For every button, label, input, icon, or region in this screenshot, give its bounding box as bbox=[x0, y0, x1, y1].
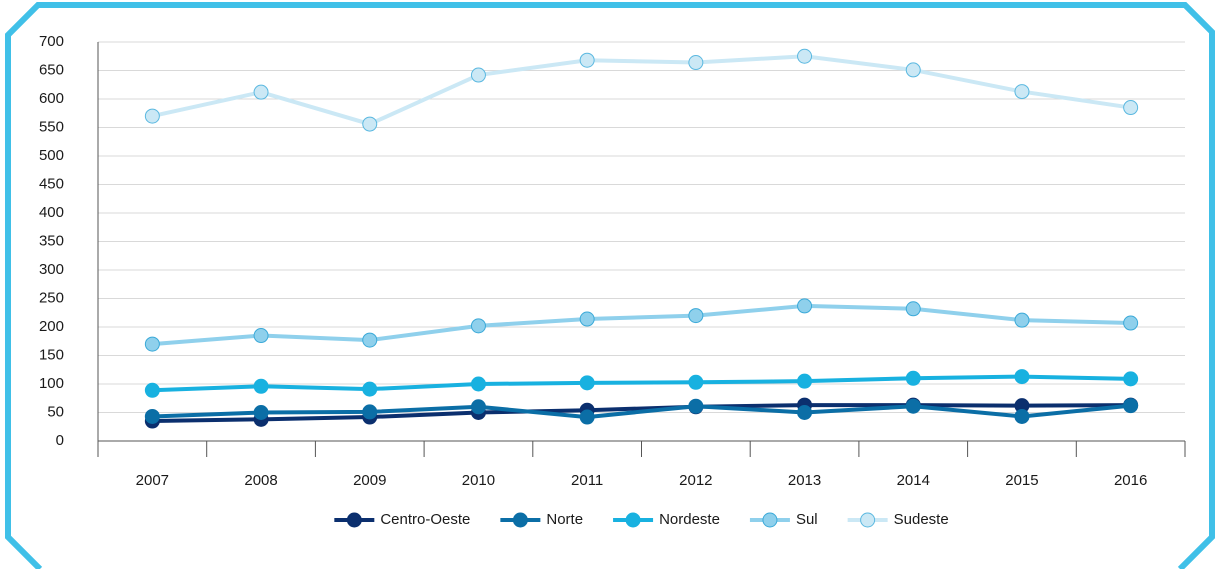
point bbox=[579, 311, 595, 327]
point bbox=[1123, 371, 1139, 387]
legend-marker bbox=[512, 512, 528, 528]
y-tick-label: 500 bbox=[39, 147, 64, 164]
y-tick-label: 450 bbox=[39, 175, 64, 192]
legend-label: Sudeste bbox=[894, 511, 949, 528]
series-line bbox=[151, 54, 1131, 127]
point bbox=[579, 409, 595, 425]
y-tick-label: 50 bbox=[47, 403, 64, 420]
legend-label: Norte bbox=[546, 511, 583, 528]
x-tick-label: 2008 bbox=[244, 472, 277, 489]
y-tick-label: 400 bbox=[39, 204, 64, 221]
y-tick-label: 0 bbox=[56, 432, 64, 449]
point bbox=[688, 398, 704, 414]
y-tick-label: 250 bbox=[39, 289, 64, 306]
point bbox=[470, 67, 486, 83]
legend-marker bbox=[860, 512, 876, 528]
y-tick-label: 300 bbox=[39, 261, 64, 278]
point bbox=[1123, 398, 1139, 414]
x-tick-label: 2016 bbox=[1114, 472, 1147, 489]
legend: Centro-Oeste Norte Nordeste Sul Sudeste bbox=[334, 511, 949, 528]
point bbox=[1014, 312, 1030, 328]
point bbox=[362, 404, 378, 420]
point bbox=[144, 382, 160, 398]
point bbox=[470, 399, 486, 415]
y-tick-label: 550 bbox=[39, 118, 64, 135]
x-tick-label: 2015 bbox=[1005, 472, 1038, 489]
y-tick-label: 150 bbox=[39, 346, 64, 363]
point bbox=[144, 336, 160, 352]
point bbox=[253, 328, 269, 344]
point bbox=[797, 373, 813, 389]
point bbox=[362, 116, 378, 132]
point bbox=[470, 376, 486, 392]
point bbox=[688, 308, 704, 324]
y-tick-label: 350 bbox=[39, 232, 64, 249]
frame bbox=[5, 2, 1215, 569]
point bbox=[1014, 84, 1030, 100]
x-tick-label: 2007 bbox=[136, 472, 169, 489]
x-tick-label: 2014 bbox=[897, 472, 930, 489]
legend-label: Nordeste bbox=[659, 511, 720, 528]
point bbox=[470, 318, 486, 334]
x-tick-label: 2012 bbox=[679, 472, 712, 489]
legend-marker bbox=[762, 512, 778, 528]
point bbox=[797, 48, 813, 64]
y-tick-label: 600 bbox=[39, 90, 64, 107]
point bbox=[797, 405, 813, 420]
point bbox=[905, 398, 921, 414]
point bbox=[1014, 369, 1030, 385]
y-tick-label: 700 bbox=[39, 33, 64, 50]
point bbox=[905, 370, 921, 386]
x-tick-label: 2011 bbox=[571, 472, 603, 489]
point bbox=[579, 375, 595, 391]
point bbox=[905, 62, 921, 78]
series-line bbox=[152, 403, 1131, 420]
point bbox=[144, 408, 160, 424]
y-tick-label: 650 bbox=[39, 61, 64, 78]
series-line bbox=[152, 403, 1131, 424]
point bbox=[688, 55, 704, 71]
x-tick-label: 2009 bbox=[353, 472, 386, 489]
point bbox=[253, 378, 269, 394]
point bbox=[1123, 315, 1139, 331]
point bbox=[797, 298, 813, 314]
point bbox=[905, 301, 921, 317]
point bbox=[1123, 100, 1139, 116]
x-tick-label: 2010 bbox=[462, 472, 495, 489]
x-tick-label: 2013 bbox=[788, 472, 821, 489]
point bbox=[362, 332, 378, 348]
point bbox=[253, 84, 269, 100]
point bbox=[144, 108, 160, 124]
y-tick-label: 200 bbox=[39, 318, 64, 335]
point bbox=[688, 374, 704, 390]
point bbox=[1014, 408, 1030, 424]
point bbox=[253, 405, 269, 420]
y-tick-label: 100 bbox=[39, 375, 64, 392]
legend-marker bbox=[346, 512, 362, 528]
legend-label: Centro-Oeste bbox=[380, 511, 470, 528]
point bbox=[579, 52, 595, 68]
legend-marker bbox=[625, 512, 641, 528]
series-line bbox=[152, 303, 1131, 347]
series-line bbox=[152, 374, 1131, 393]
point bbox=[362, 381, 378, 397]
legend-label: Sul bbox=[796, 511, 818, 528]
